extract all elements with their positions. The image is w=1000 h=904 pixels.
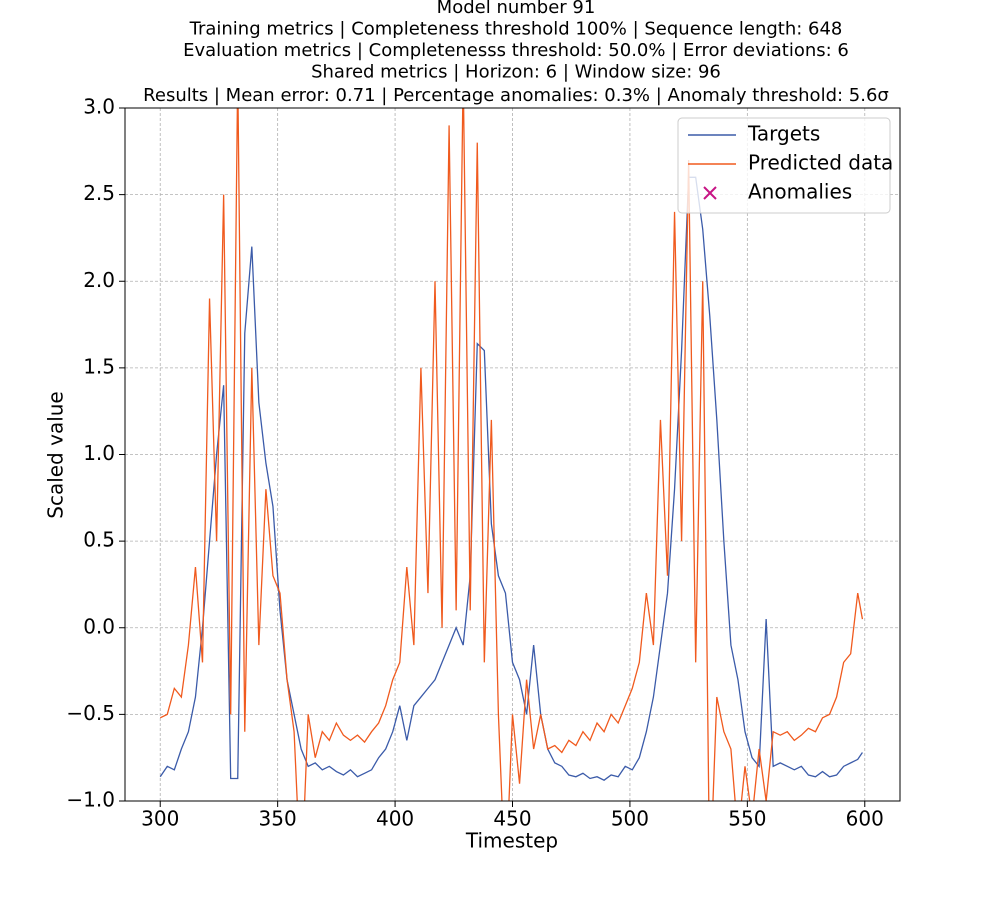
x-tick-label: 300 <box>141 807 179 831</box>
y-tick-label: −1.0 <box>66 788 115 812</box>
x-tick-label: 550 <box>728 807 766 831</box>
y-tick-label: 3.0 <box>83 95 115 119</box>
chart-title: Model number 91 <box>437 0 596 18</box>
y-tick-label: −0.5 <box>66 701 115 725</box>
plot-frame <box>124 107 901 802</box>
x-tick-label: 450 <box>493 807 531 831</box>
x-axis-label: Timestep <box>465 829 558 853</box>
data-line <box>159 108 864 801</box>
plot-area <box>159 108 864 801</box>
y-tick-label: 2.5 <box>83 181 115 205</box>
y-tick-label: 0.0 <box>83 614 115 638</box>
y-tick-label: 0.5 <box>83 528 115 552</box>
legend-label: Targets <box>747 122 820 146</box>
y-tick-label: 1.5 <box>83 354 115 378</box>
chart-title: Results | Mean error: 0.71 | Percentage … <box>143 85 889 106</box>
legend-marker <box>703 186 717 200</box>
data-line <box>159 176 863 781</box>
x-tick-label: 500 <box>611 807 649 831</box>
x-tick-label: 350 <box>259 807 297 831</box>
chart-title: Evaluation metrics | Completenesss thres… <box>183 40 849 61</box>
chart-title: Training metrics | Completeness threshol… <box>189 19 843 40</box>
x-tick-label: 400 <box>376 807 414 831</box>
chart-title: Shared metrics | Horizon: 6 | Window siz… <box>311 62 721 83</box>
x-tick-label: 600 <box>846 807 884 831</box>
y-tick-label: 2.0 <box>83 268 115 292</box>
legend-box <box>677 117 891 214</box>
y-tick-label: 1.0 <box>83 441 115 465</box>
legend-label: Anomalies <box>748 180 852 204</box>
y-axis-label: Scaled value <box>44 391 68 519</box>
legend-label: Predicted data <box>748 151 893 175</box>
